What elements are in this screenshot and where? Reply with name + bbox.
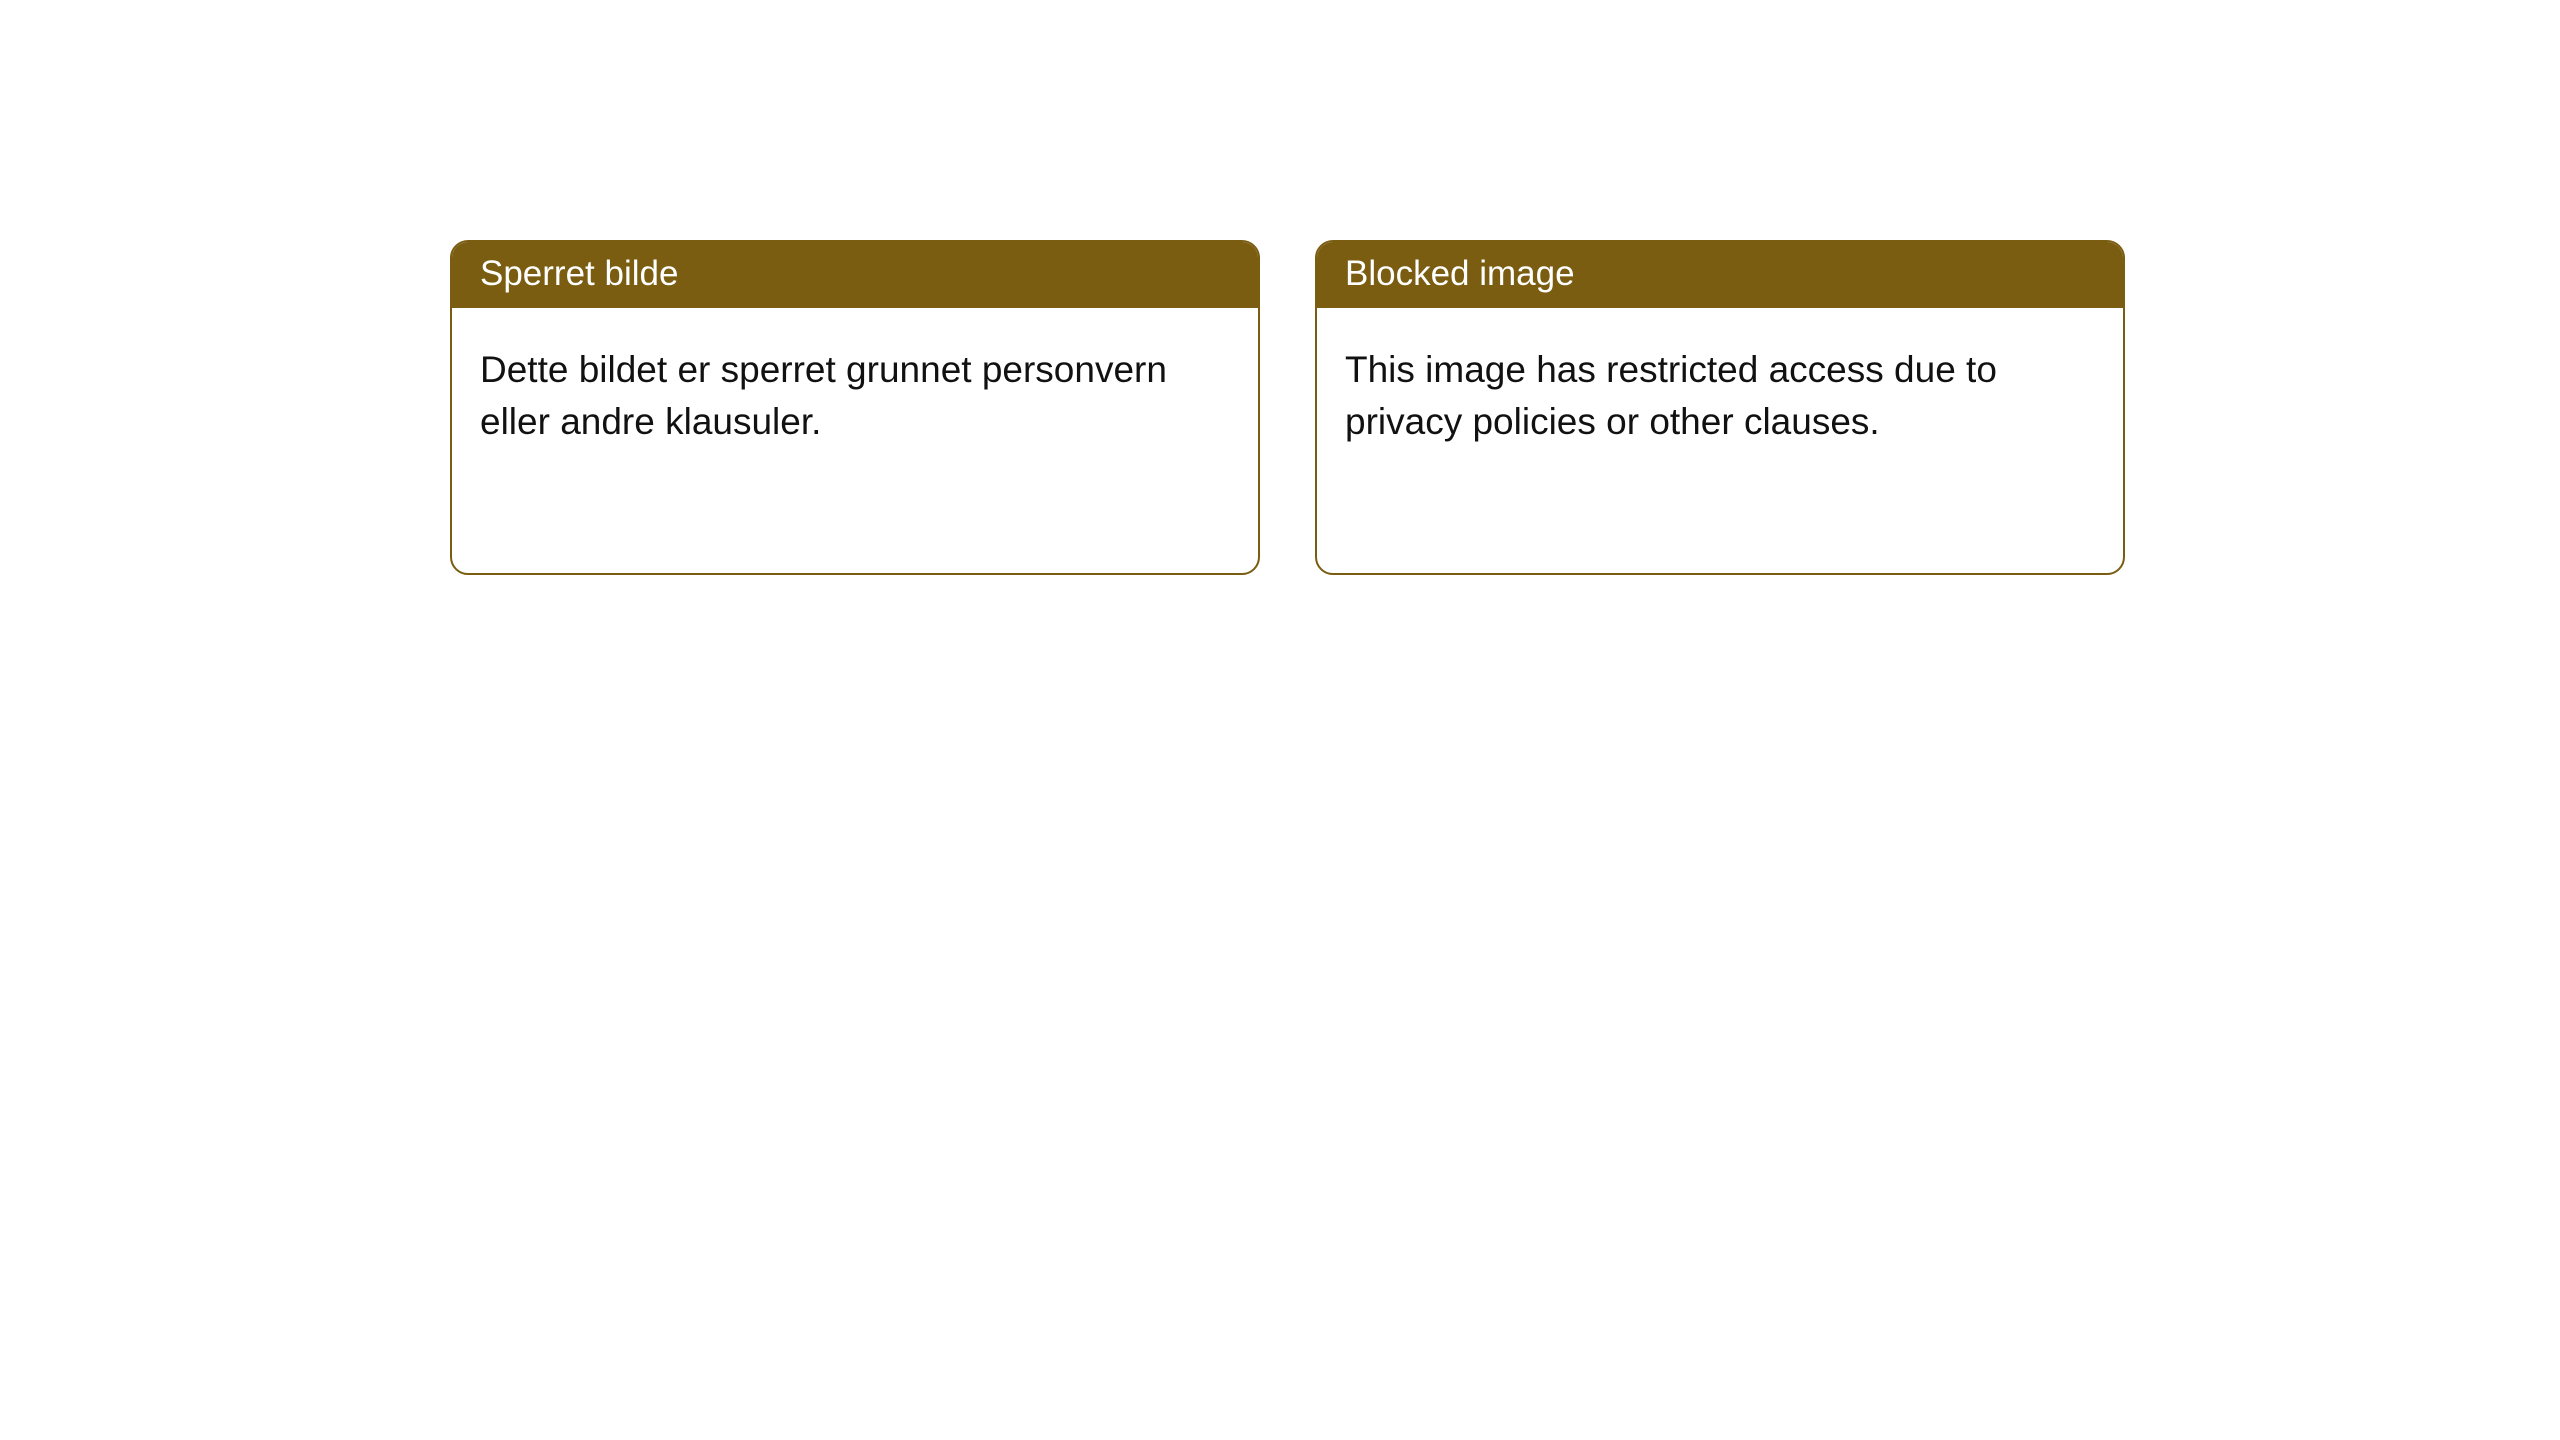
card-header: Sperret bilde	[452, 242, 1258, 308]
info-card-container: Sperret bilde Dette bildet er sperret gr…	[450, 240, 2125, 575]
card-body: This image has restricted access due to …	[1317, 308, 2123, 484]
card-header: Blocked image	[1317, 242, 2123, 308]
info-card-norwegian: Sperret bilde Dette bildet er sperret gr…	[450, 240, 1260, 575]
card-body: Dette bildet er sperret grunnet personve…	[452, 308, 1258, 484]
info-card-english: Blocked image This image has restricted …	[1315, 240, 2125, 575]
